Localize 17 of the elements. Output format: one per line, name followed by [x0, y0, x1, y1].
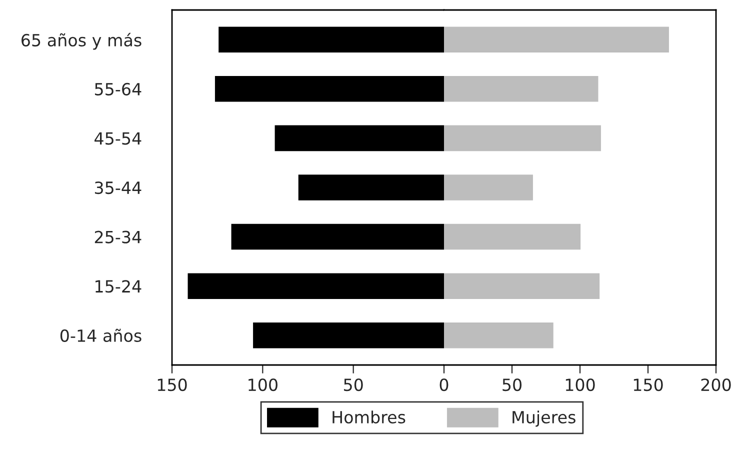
x-tick-label: 150 — [634, 378, 663, 392]
y-tick-label: 15-24 — [96, 280, 142, 293]
legend-label: Hombres — [332, 410, 406, 424]
x-tick-label: 150 — [158, 378, 187, 392]
y-tick-label: 45-54 — [94, 132, 142, 145]
x-tick-label: 100 — [248, 378, 278, 392]
legend-label: Mujeres — [512, 410, 576, 427]
y-tick-label: 65 años y más — [22, 32, 142, 50]
y-tick-label: 55-64 — [94, 82, 142, 96]
x-tick-label: 0 — [440, 378, 448, 392]
x-tick-label: 50 — [344, 378, 363, 392]
x-tick-label: 100 — [566, 378, 595, 392]
y-tick-label: 35-44 — [94, 181, 142, 194]
y-tick-label: 25-34 — [94, 230, 142, 244]
x-tick-label: 200 — [701, 378, 731, 392]
y-tick-label: 0-14 años — [60, 328, 142, 342]
x-tick-label: 50 — [502, 378, 522, 392]
